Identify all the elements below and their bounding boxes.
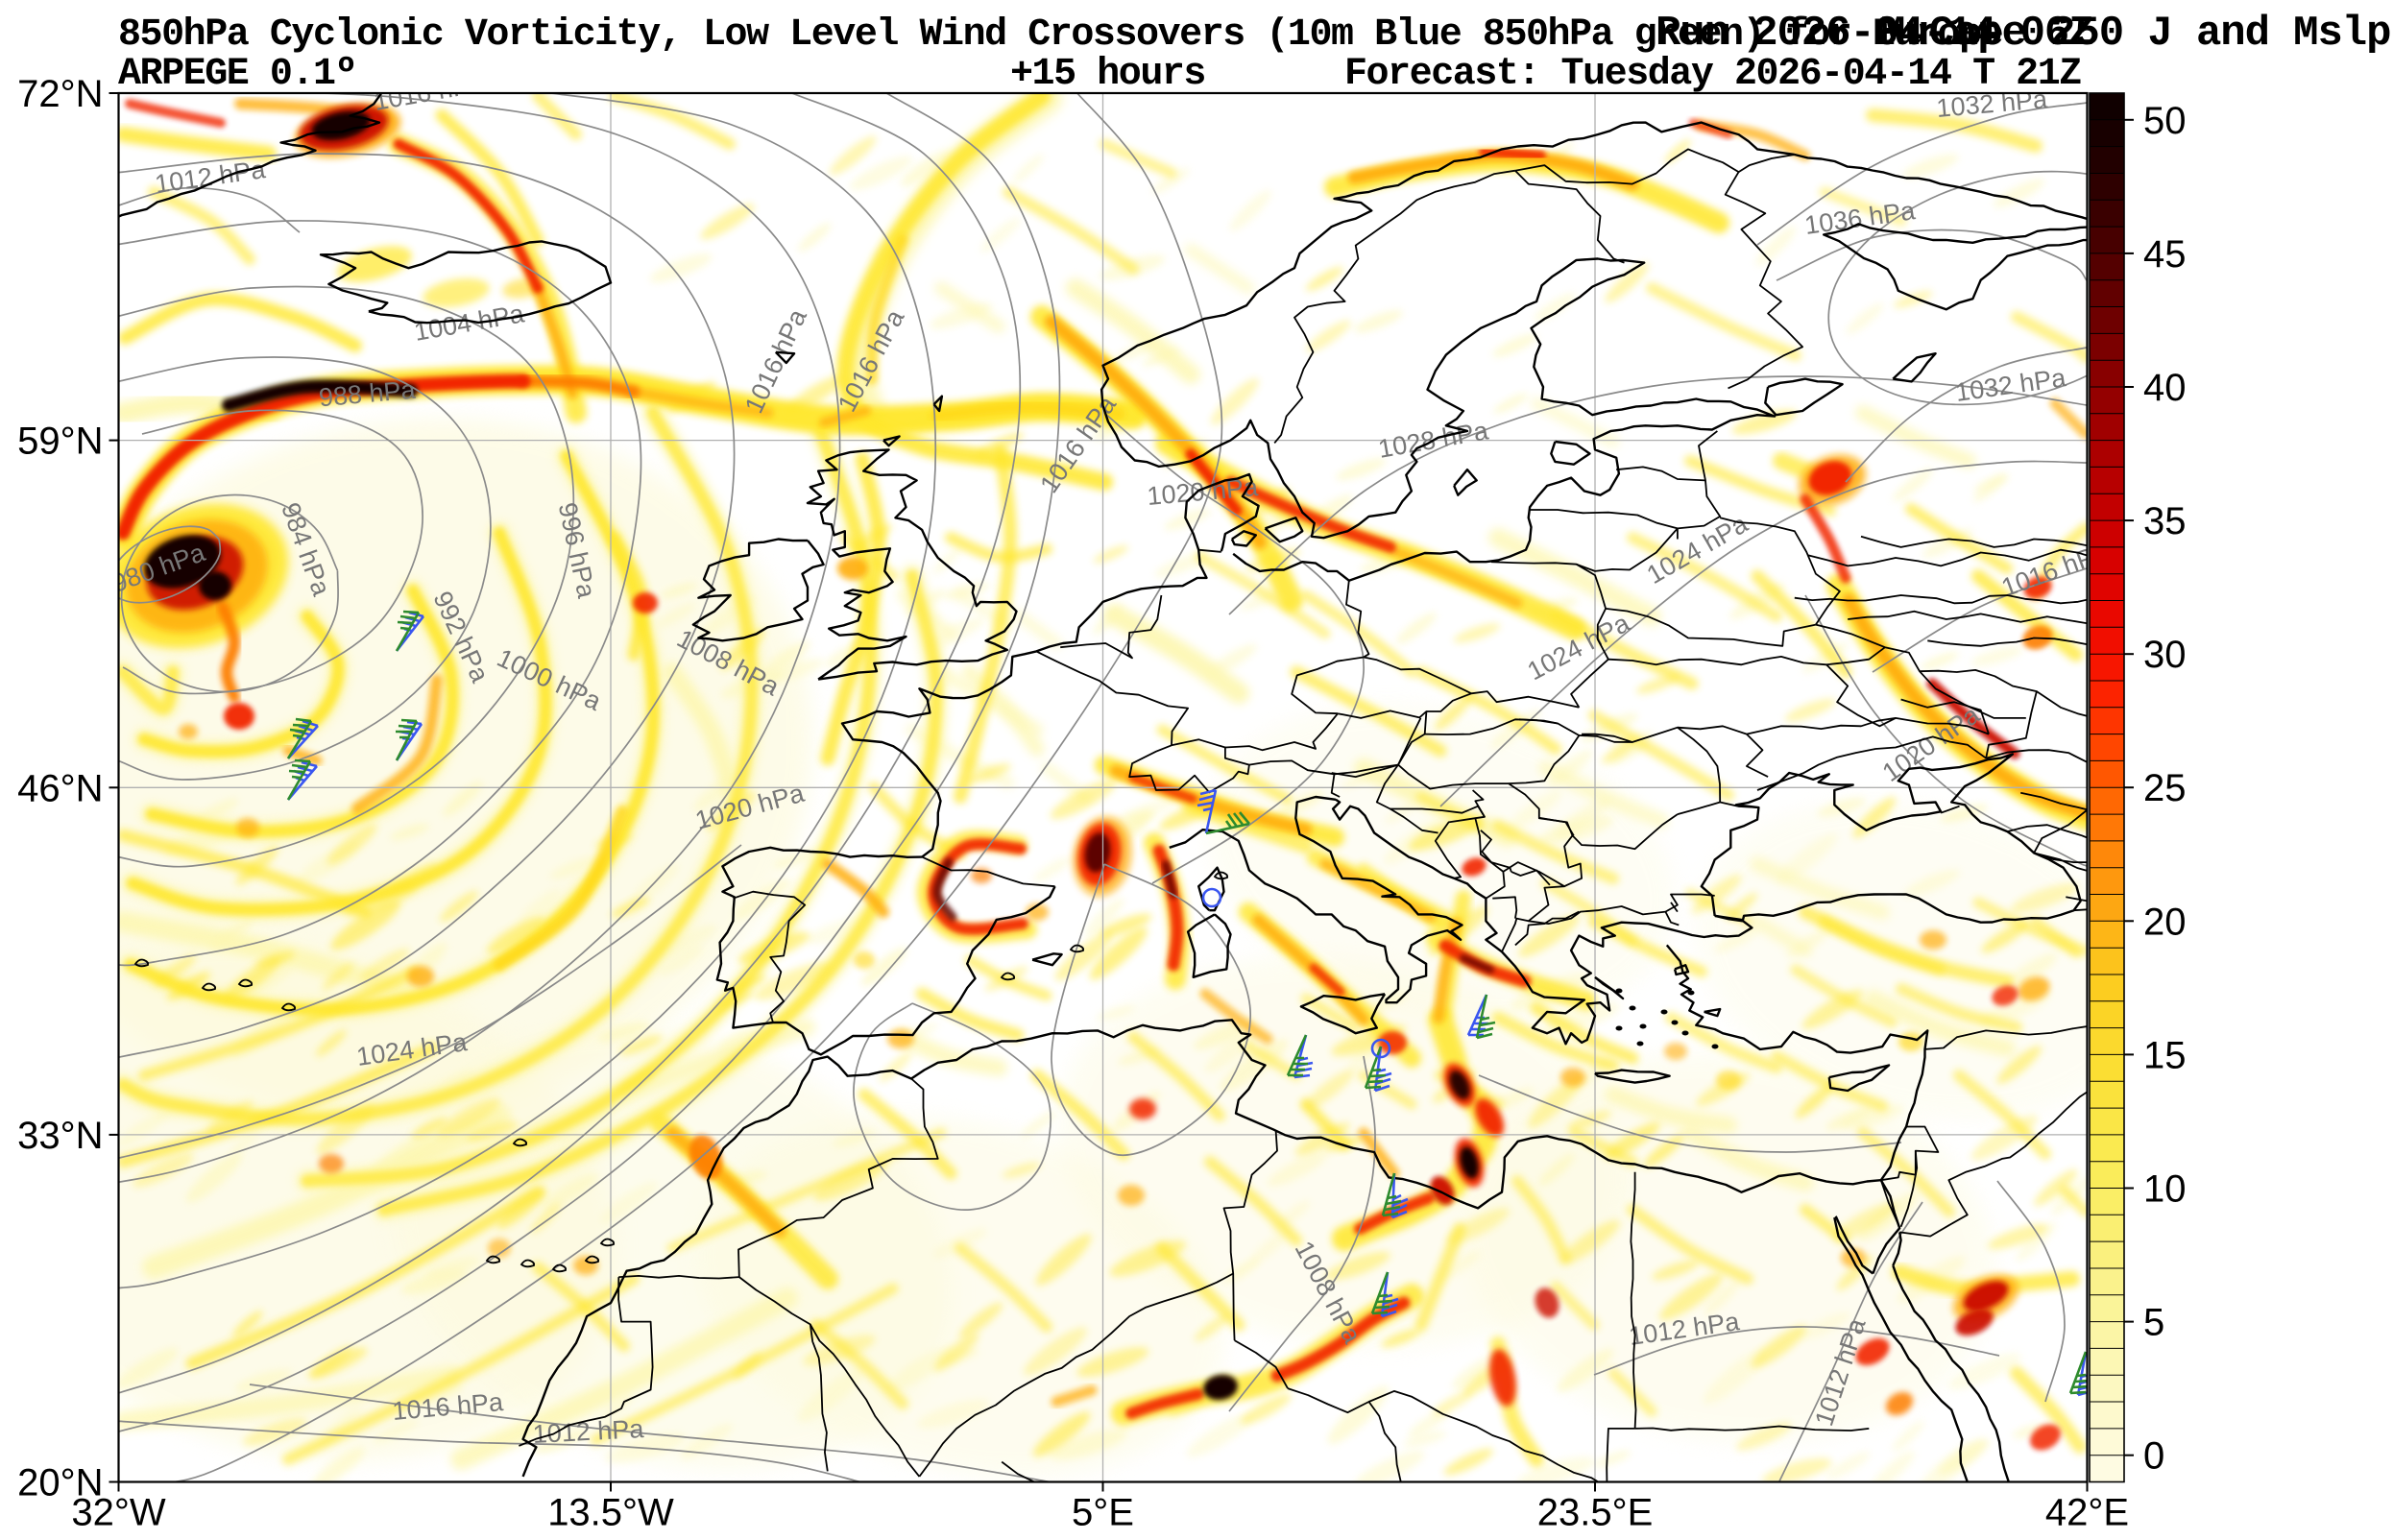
svg-text:59°N: 59°N	[17, 421, 103, 463]
svg-text:5: 5	[2143, 1302, 2164, 1344]
svg-text:46°N: 46°N	[17, 767, 103, 809]
svg-text:35: 35	[2143, 500, 2187, 542]
svg-text:45: 45	[2143, 233, 2187, 276]
svg-text:23.5°E: 23.5°E	[1537, 1492, 1654, 1534]
svg-text:+15 hours: +15 hours	[1010, 53, 1205, 96]
svg-text:30: 30	[2143, 634, 2187, 676]
svg-text:1012 hPa: 1012 hPa	[532, 1414, 645, 1449]
svg-text:13.5°W: 13.5°W	[547, 1492, 674, 1534]
svg-text:Run 2026-04-14 06Z: Run 2026-04-14 06Z	[1656, 10, 2092, 58]
svg-text:42°E: 42°E	[2045, 1492, 2129, 1534]
svg-text:MuCape 250 J and Mslp: MuCape 250 J and Mslp	[1880, 10, 2390, 58]
svg-text:0: 0	[2143, 1435, 2164, 1478]
svg-text:ARPEGE 0.1º: ARPEGE 0.1º	[118, 53, 356, 96]
svg-text:850hPa Cyclonic Vorticity, Low: 850hPa Cyclonic Vorticity, Low Level Win…	[118, 13, 2003, 57]
svg-text:10: 10	[2143, 1168, 2187, 1211]
svg-text:5°E: 5°E	[1072, 1492, 1134, 1534]
svg-text:40: 40	[2143, 367, 2187, 409]
svg-text:72°N: 72°N	[17, 73, 103, 115]
svg-text:32°W: 32°W	[71, 1492, 165, 1534]
svg-text:20°N: 20°N	[17, 1462, 103, 1504]
svg-text:15: 15	[2143, 1034, 2187, 1076]
svg-text:Forecast: Tuesday 2026-04-14 T: Forecast: Tuesday 2026-04-14 T 21Z	[1344, 53, 2081, 96]
svg-text:33°N: 33°N	[17, 1115, 103, 1157]
svg-text:25: 25	[2143, 767, 2187, 809]
svg-text:50: 50	[2143, 100, 2187, 142]
svg-text:20: 20	[2143, 901, 2187, 943]
